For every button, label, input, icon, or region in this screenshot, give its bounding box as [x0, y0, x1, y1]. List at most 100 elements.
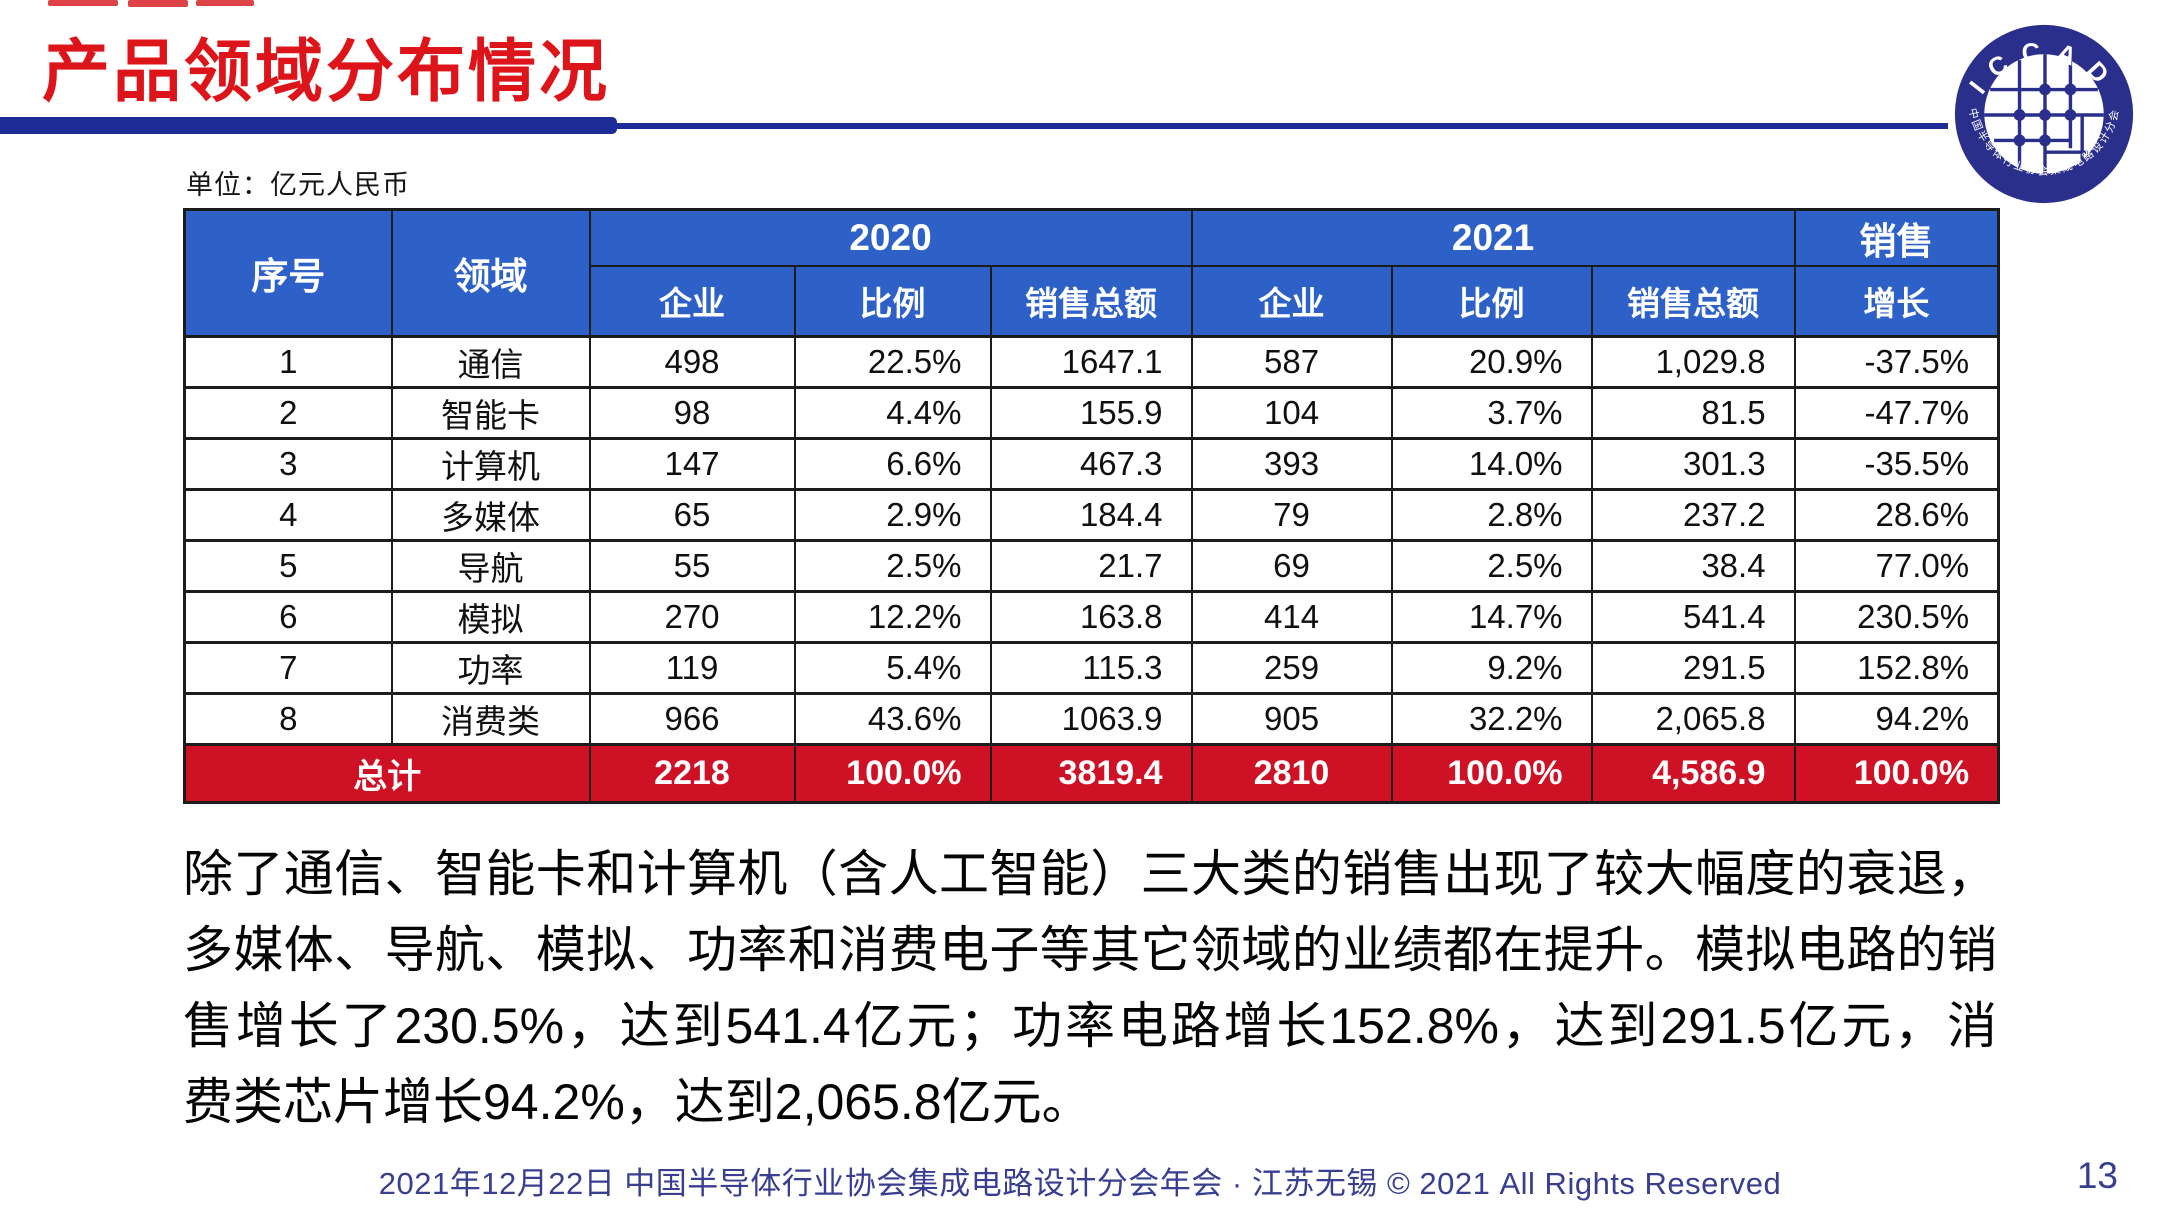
table-cell: 22.5%: [793, 334, 992, 389]
table-cell: 通信: [390, 334, 591, 389]
table-cell: 2.5%: [793, 538, 992, 593]
table-cell: 5.4%: [793, 640, 992, 695]
table-cell: 163.8: [989, 589, 1193, 644]
table-cell: 1: [183, 334, 393, 389]
table-cell: 14.0%: [1390, 436, 1593, 491]
table-cell: 467.3: [989, 436, 1193, 491]
unit-label: 单位：亿元人民币: [186, 170, 410, 200]
table-cell: 270: [588, 589, 796, 644]
table-cell: 291.5: [1590, 640, 1796, 695]
header-enterprises-2020: 企业: [588, 265, 796, 337]
paragraph-line: 除了通信、智能卡和计算机（含人工智能）三大类的销售出现了较大幅度的衰退，: [183, 846, 1997, 902]
table-cell: -37.5%: [1793, 334, 2000, 389]
table-cell: 4.4%: [793, 385, 992, 440]
table-cell: 414: [1190, 589, 1393, 644]
paragraph-line: 多媒体、导航、模拟、功率和消费电子等其它领域的业绩都在提升。模拟电路的销: [183, 922, 1997, 978]
header-sales-total-2021: 销售总额: [1590, 265, 1796, 337]
table-cell: 导航: [390, 538, 591, 593]
table-cell: 79: [1190, 487, 1393, 542]
table-cell: 587: [1190, 334, 1393, 389]
paragraph-line: 费类芯片增长94.2%，达到2,065.8亿元。: [183, 1074, 1092, 1130]
table-cell: 77.0%: [1793, 538, 2000, 593]
table-cell: 966: [588, 691, 796, 746]
table-row: 8 消费类 966 43.6% 1063.9 905 32.2% 2,065.8 94.2%: [183, 691, 2000, 746]
table-row: 2 智能卡 98 4.4% 155.9 104 3.7% 81.5 -47.7%: [183, 385, 2000, 440]
table-cell: 20.9%: [1390, 334, 1593, 389]
table-cell: 12.2%: [793, 589, 992, 644]
table-cell: 8: [183, 691, 393, 746]
table-cell: 301.3: [1590, 436, 1796, 491]
table-cell: 81.5: [1590, 385, 1796, 440]
table-cell: 2.9%: [793, 487, 992, 542]
table-cell: 2: [183, 385, 393, 440]
table-cell: 2.5%: [1390, 538, 1593, 593]
total-cell: 100.0%: [1793, 743, 2000, 803]
table-cell: 14.7%: [1390, 589, 1593, 644]
footer-text: 2021年12月22日 中国半导体行业协会集成电路设计分会年会 · 江苏无锡 ©…: [378, 1166, 1782, 1201]
table-header-row-2: 企业 比例 销售总额 企业 比例 销售总额 增长: [185, 265, 2000, 337]
header-seq: 序号: [183, 208, 393, 337]
total-cell: 2810: [1190, 743, 1393, 803]
table-row: 5 导航 55 2.5% 21.7 69 2.5% 38.4 77.0%: [183, 538, 2000, 593]
table-header: 序号 领域 2020 2021 销售 企业 比例 销售总额 企业 比例 销售总额…: [183, 208, 2000, 337]
total-cell: 4,586.9: [1590, 743, 1796, 803]
table-cell: 32.2%: [1390, 691, 1593, 746]
title-underline-line: [610, 123, 1948, 129]
table-cell: 多媒体: [390, 487, 591, 542]
table-cell: 98: [588, 385, 796, 440]
title-underline-bar: [0, 117, 617, 134]
table-cell: 消费类: [390, 691, 591, 746]
table-cell: 237.2: [1590, 487, 1796, 542]
header-2021: 2021: [1190, 208, 1796, 267]
table-cell: -35.5%: [1793, 436, 2000, 491]
paragraph-line: 售增长了230.5%，达到541.4亿元；功率电路增长152.8%，达到291.…: [183, 998, 1997, 1054]
table-cell: 55: [588, 538, 796, 593]
table-cell: 184.4: [989, 487, 1193, 542]
table-cell: 541.4: [1590, 589, 1796, 644]
total-label: 总计: [183, 743, 591, 803]
table-cell: 393: [1190, 436, 1393, 491]
header-sales-total-2020: 销售总额: [989, 265, 1193, 337]
table-cell: 498: [588, 334, 796, 389]
table-cell: 28.6%: [1793, 487, 2000, 542]
table-cell: 259: [1190, 640, 1393, 695]
table-cell: 3: [183, 436, 393, 491]
table-cell: 94.2%: [1793, 691, 2000, 746]
table-cell: 2.8%: [1390, 487, 1593, 542]
table-row: 1 通信 498 22.5% 1647.1 587 20.9% 1,029.8 -37.5%: [183, 334, 2000, 389]
summary-paragraph: 除了通信、智能卡和计算机（含人工智能）三大类的销售出现了较大幅度的衰退， 多媒体…: [183, 836, 1997, 1140]
table-row: 4 多媒体 65 2.9% 184.4 79 2.8% 237.2 28.6%: [183, 487, 2000, 542]
distribution-table: 序号 领域 2020 2021 销售 企业 比例 销售总额 企业 比例 销售总额…: [183, 208, 2001, 804]
table-row: 3 计算机 147 6.6% 467.3 393 14.0% 301.3 -35.5%: [183, 436, 2000, 491]
logo-circuit-dots: [2013, 83, 2077, 147]
header-ratio-2021: 比例: [1390, 265, 1593, 337]
table-cell: 6: [183, 589, 393, 644]
table-cell: 147: [588, 436, 796, 491]
table-cell: 3.7%: [1390, 385, 1593, 440]
header-sales-growth-top: 销售: [1793, 208, 2000, 267]
table-cell: 7: [183, 640, 393, 695]
header-enterprises-2021: 企业: [1190, 265, 1393, 337]
total-cell: 100.0%: [793, 743, 992, 803]
total-cell: 100.0%: [1390, 743, 1593, 803]
iccad-logo-icon: ICCAD 中国半导体行业协会集成电路设计分会: [1954, 24, 2134, 204]
table-cell: 104: [1190, 385, 1393, 440]
table-cell: 155.9: [989, 385, 1193, 440]
table-row: 7 功率 119 5.4% 115.3 259 9.2% 291.5 152.8%: [183, 640, 2000, 695]
table-body: 1 通信 498 22.5% 1647.1 587 20.9% 1,029.8 -37.5% 2 智…: [183, 334, 2000, 803]
table-cell: 905: [1190, 691, 1393, 746]
table-cell: 69: [1190, 538, 1393, 593]
table-cell: 65: [588, 487, 796, 542]
table-cell: 38.4: [1590, 538, 1796, 593]
total-cell: 3819.4: [989, 743, 1193, 803]
table-cell: 43.6%: [793, 691, 992, 746]
table-cell: 115.3: [989, 640, 1193, 695]
page-number: 13: [2076, 1155, 2118, 1196]
table-cell: 5: [183, 538, 393, 593]
table-cell: 230.5%: [1793, 589, 2000, 644]
table-cell: 2,065.8: [1590, 691, 1796, 746]
table-cell: 119: [588, 640, 796, 695]
table-wrap: 序号 领域 2020 2021 销售 企业 比例 销售总额 企业 比例 销售总额…: [183, 208, 2001, 804]
table-total-row: 总计 2218 100.0% 3819.4 2810 100.0% 4,586.9 100.0…: [183, 743, 2000, 803]
table-cell: 1063.9: [989, 691, 1193, 746]
